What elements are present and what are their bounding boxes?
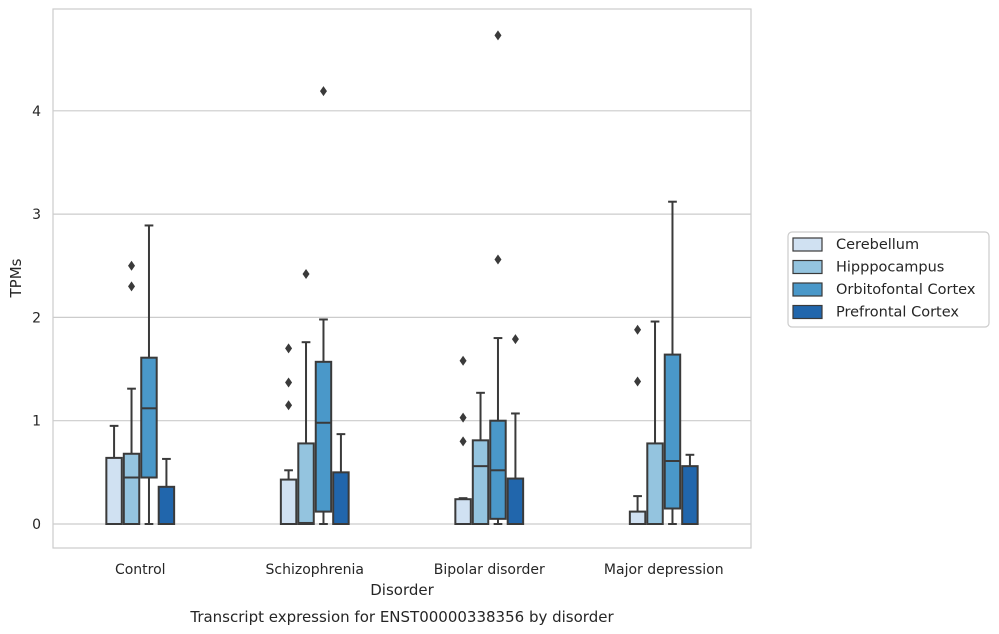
x-tick-label: Bipolar disorder (434, 562, 545, 578)
x-tick-label: Major depression (604, 562, 724, 578)
outlier-point (459, 355, 467, 366)
outlier-point (285, 377, 293, 388)
legend-swatch (792, 237, 823, 252)
x-tick-labels: Control Schizophrenia Bipolar disorder Majo… (115, 562, 724, 578)
chart-caption: Transcript expression for ENST0000033835… (189, 608, 614, 626)
box (681, 465, 699, 526)
box (279, 478, 298, 525)
box (646, 442, 664, 525)
y-tick-label: 2 (32, 310, 41, 326)
outlier-point (128, 260, 136, 271)
box (471, 439, 490, 525)
box-series (105, 30, 699, 526)
legend-swatch (792, 304, 823, 320)
box (332, 471, 350, 526)
legend-swatch (792, 282, 823, 297)
outlier-point (285, 343, 293, 354)
outlier-point (494, 254, 502, 265)
box (122, 452, 141, 526)
legend: Cerebellum Hipppocampus Orbitofontal Corte… (787, 231, 990, 328)
box (628, 510, 647, 526)
series-group (157, 334, 699, 526)
legend-label: Cerebellum (836, 237, 919, 253)
y-tick-label: 3 (32, 207, 41, 223)
box (454, 498, 472, 526)
legend-label: Prefrontal Cortex (836, 305, 959, 321)
series-group (140, 30, 682, 525)
outlier-point (459, 412, 467, 423)
x-axis-title: Disorder (370, 581, 434, 599)
outlier-point (634, 324, 642, 335)
outlier-point (285, 400, 293, 411)
y-tick-label: 0 (32, 517, 41, 533)
x-tick-label: Schizophrenia (266, 562, 364, 578)
box (297, 442, 315, 525)
box (105, 456, 123, 525)
legend-label: Hipppocampus (836, 260, 944, 276)
box (506, 477, 525, 526)
y-axis-title: TPMs (7, 258, 25, 298)
legend-frame (787, 231, 990, 328)
plot-frame (52, 8, 752, 549)
y-tick-label: 4 (32, 104, 41, 120)
outlier-point (511, 334, 519, 345)
outlier-point (494, 30, 502, 41)
legend-label: Orbitofontal Cortex (836, 282, 976, 298)
outlier-point (459, 436, 467, 447)
box (314, 360, 333, 513)
x-tick-label: Control (115, 562, 166, 578)
legend-swatch (792, 259, 823, 275)
outlier-point (302, 269, 310, 280)
series-group (122, 260, 664, 526)
box (663, 353, 682, 510)
box (140, 356, 158, 479)
outlier-point (319, 86, 327, 97)
series-group (105, 324, 647, 526)
y-tick-label: 1 (32, 414, 41, 430)
outlier-point (128, 281, 136, 292)
outlier-point (634, 376, 642, 387)
box (157, 485, 176, 526)
y-tick-labels: 0 1 2 3 4 (32, 104, 41, 533)
